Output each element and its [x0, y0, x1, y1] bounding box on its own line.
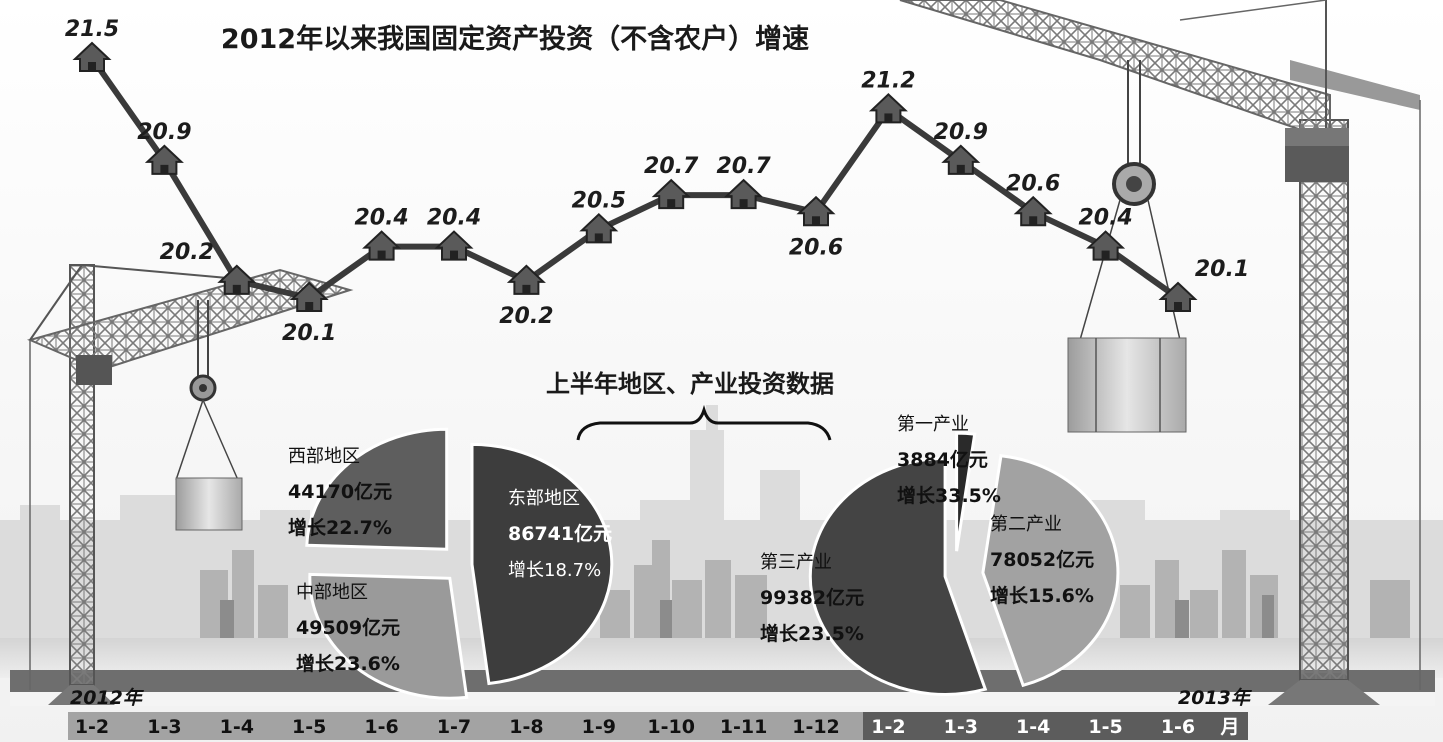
data-label: 20.9	[137, 120, 191, 145]
data-point	[941, 144, 981, 175]
x-tick-label: 1-6	[1161, 716, 1195, 738]
slice-name: 第一产业	[897, 414, 969, 435]
x-tick-label: 1-4	[220, 716, 254, 738]
data-point	[724, 178, 764, 210]
data-point	[217, 264, 257, 295]
line-chart-title: 2012年以来我国固定资产投资（不含农户）增速	[221, 23, 809, 55]
x-tick-label: 1-4	[1016, 716, 1050, 738]
slice-name: 中部地区	[296, 582, 368, 603]
x-tick-label: 1-11	[720, 716, 768, 738]
x-tick-label: 1-9	[582, 716, 616, 738]
data-point	[72, 41, 112, 72]
data-label: 20.4	[1078, 206, 1132, 231]
data-point	[868, 93, 908, 124]
series-line	[89, 56, 1180, 301]
data-point	[506, 264, 546, 295]
slice-amount: 3884亿元	[897, 448, 988, 471]
data-point	[1013, 195, 1053, 227]
x-tick-label: 1-12	[792, 716, 840, 738]
x-axis: 1-2 1-3 1-4 1-5 1-6 1-7 1-8 1-9 1-10 1-11 1-12 1-2 1…	[68, 687, 1253, 740]
pie-slice	[308, 572, 469, 700]
data-label: 21.2	[861, 68, 915, 93]
slice-amount: 99382亿元	[760, 586, 864, 609]
axis-unit-label: 月	[1219, 716, 1239, 738]
data-label: 20.4	[354, 206, 408, 231]
data-label: 20.9	[934, 120, 988, 145]
data-label: 21.5	[65, 17, 119, 42]
slice-growth: 增长15.6%	[990, 584, 1094, 607]
slice-name: 第二产业	[990, 514, 1062, 535]
data-point	[1086, 230, 1126, 261]
title-brace	[576, 404, 832, 441]
slice-amount: 44170亿元	[288, 480, 392, 503]
x-tick-label: 1-10	[647, 716, 695, 738]
slice-growth: 增长23.5%	[760, 622, 864, 645]
line-chart: 2012年以来我国固定资产投资（不含农户）增速 21.5 20.9 20.2 20.1…	[65, 17, 1249, 346]
slice-growth: 增长33.5%	[897, 484, 1001, 507]
slice-growth: 增长23.6%	[296, 652, 400, 675]
x-tick-label: 1-8	[509, 716, 543, 738]
x-tick-label: 1-3	[147, 716, 181, 738]
x-tick-label: 1-7	[437, 716, 471, 738]
data-point	[144, 144, 184, 175]
data-point	[796, 195, 836, 227]
x-tick-label: 1-3	[944, 716, 978, 738]
data-label: 20.1	[282, 321, 336, 346]
data-point	[579, 213, 619, 244]
slice-growth: 增长18.7%	[508, 560, 601, 581]
pie-slice	[305, 427, 449, 551]
x-tick-label: 1-5	[292, 716, 326, 738]
data-label: 20.6	[789, 235, 843, 260]
data-label: 20.5	[572, 188, 626, 213]
data-point	[289, 281, 329, 312]
pie-slice	[981, 454, 1120, 688]
data-label: 20.7	[716, 154, 771, 179]
year-label-2013: 2013年	[1178, 687, 1253, 709]
slice-amount: 86741亿元	[508, 522, 612, 545]
slice-name: 西部地区	[288, 446, 360, 467]
data-label: 20.2	[499, 304, 553, 329]
pie-slice	[470, 442, 614, 686]
data-label: 20.4	[427, 206, 481, 231]
data-point	[434, 230, 474, 261]
x-tick-label: 1-2	[75, 716, 109, 738]
data-point	[1158, 281, 1198, 312]
data-label: 20.2	[160, 240, 214, 265]
data-label: 20.6	[1006, 171, 1060, 196]
slice-name: 东部地区	[508, 488, 580, 509]
x-tick-label: 1-5	[1088, 716, 1122, 738]
pie-slice	[955, 431, 977, 552]
x-tick-label: 1-6	[364, 716, 398, 738]
year-label-2012: 2012年	[70, 687, 145, 709]
slice-amount: 49509亿元	[296, 616, 400, 639]
data-label: 20.1	[1195, 257, 1249, 282]
data-point	[651, 178, 691, 210]
slice-growth: 增长22.7%	[288, 516, 392, 539]
pie-section-title: 上半年地区、产业投资数据	[546, 370, 834, 398]
data-label: 20.7	[644, 154, 699, 179]
pie-slice	[808, 456, 988, 696]
slice-amount: 78052亿元	[990, 548, 1094, 571]
slice-name: 第三产业	[760, 552, 832, 573]
data-point	[362, 230, 402, 261]
x-tick-label: 1-2	[871, 716, 905, 738]
